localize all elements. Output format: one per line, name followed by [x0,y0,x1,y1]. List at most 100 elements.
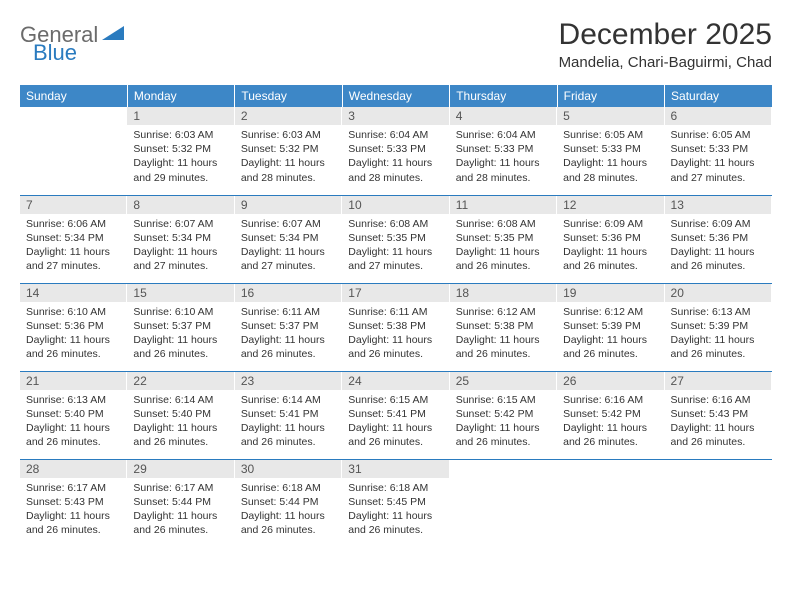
day-cell: 8Sunrise: 6:07 AMSunset: 5:34 PMDaylight… [127,195,234,283]
day-number: 13 [665,196,772,214]
day-details: Sunrise: 6:08 AMSunset: 5:35 PMDaylight:… [450,214,557,280]
day-details: Sunrise: 6:04 AMSunset: 5:33 PMDaylight:… [450,125,557,191]
day-details: Sunrise: 6:15 AMSunset: 5:42 PMDaylight:… [450,390,557,456]
day-header: Friday [557,85,664,107]
calendar-body: 1Sunrise: 6:03 AMSunset: 5:32 PMDaylight… [20,107,772,547]
day-cell: 22Sunrise: 6:14 AMSunset: 5:40 PMDayligh… [127,371,234,459]
day-details: Sunrise: 6:10 AMSunset: 5:37 PMDaylight:… [127,302,234,368]
day-number: 1 [127,107,234,125]
day-cell: 7Sunrise: 6:06 AMSunset: 5:34 PMDaylight… [20,195,127,283]
day-number: 2 [235,107,342,125]
day-cell: 30Sunrise: 6:18 AMSunset: 5:44 PMDayligh… [235,459,342,547]
calendar-table: SundayMondayTuesdayWednesdayThursdayFrid… [20,85,772,547]
day-details: Sunrise: 6:03 AMSunset: 5:32 PMDaylight:… [127,125,234,191]
day-details: Sunrise: 6:07 AMSunset: 5:34 PMDaylight:… [127,214,234,280]
day-details: Sunrise: 6:12 AMSunset: 5:39 PMDaylight:… [557,302,664,368]
day-details: Sunrise: 6:08 AMSunset: 5:35 PMDaylight:… [342,214,449,280]
logo-triangle-icon [102,24,124,47]
day-details: Sunrise: 6:12 AMSunset: 5:38 PMDaylight:… [450,302,557,368]
day-cell: 10Sunrise: 6:08 AMSunset: 5:35 PMDayligh… [342,195,449,283]
day-number: 6 [665,107,772,125]
day-cell: 1Sunrise: 6:03 AMSunset: 5:32 PMDaylight… [127,107,234,195]
day-details: Sunrise: 6:04 AMSunset: 5:33 PMDaylight:… [342,125,449,191]
day-cell [557,459,664,547]
title-block: December 2025 Mandelia, Chari-Baguirmi, … [559,18,772,71]
month-title: December 2025 [559,18,772,52]
week-row: 14Sunrise: 6:10 AMSunset: 5:36 PMDayligh… [20,283,772,371]
day-cell: 23Sunrise: 6:14 AMSunset: 5:41 PMDayligh… [235,371,342,459]
day-details: Sunrise: 6:06 AMSunset: 5:34 PMDaylight:… [20,214,127,280]
day-cell: 12Sunrise: 6:09 AMSunset: 5:36 PMDayligh… [557,195,664,283]
day-cell: 5Sunrise: 6:05 AMSunset: 5:33 PMDaylight… [557,107,664,195]
day-cell: 24Sunrise: 6:15 AMSunset: 5:41 PMDayligh… [342,371,449,459]
day-header: Sunday [20,85,127,107]
day-number: 14 [20,284,127,302]
week-row: 1Sunrise: 6:03 AMSunset: 5:32 PMDaylight… [20,107,772,195]
day-number: 22 [127,372,234,390]
day-details: Sunrise: 6:17 AMSunset: 5:43 PMDaylight:… [20,478,127,544]
day-cell [450,459,557,547]
day-number: 28 [20,460,127,478]
day-number: 23 [235,372,342,390]
day-details: Sunrise: 6:16 AMSunset: 5:43 PMDaylight:… [665,390,772,456]
day-details: Sunrise: 6:18 AMSunset: 5:44 PMDaylight:… [235,478,342,544]
day-cell: 14Sunrise: 6:10 AMSunset: 5:36 PMDayligh… [20,283,127,371]
day-details: Sunrise: 6:07 AMSunset: 5:34 PMDaylight:… [235,214,342,280]
day-header-row: SundayMondayTuesdayWednesdayThursdayFrid… [20,85,772,107]
day-details: Sunrise: 6:16 AMSunset: 5:42 PMDaylight:… [557,390,664,456]
day-cell: 11Sunrise: 6:08 AMSunset: 5:35 PMDayligh… [450,195,557,283]
day-number: 10 [342,196,449,214]
day-details: Sunrise: 6:05 AMSunset: 5:33 PMDaylight:… [665,125,772,191]
day-number: 5 [557,107,664,125]
week-row: 21Sunrise: 6:13 AMSunset: 5:40 PMDayligh… [20,371,772,459]
day-cell: 27Sunrise: 6:16 AMSunset: 5:43 PMDayligh… [665,371,772,459]
day-number: 31 [342,460,449,478]
day-details: Sunrise: 6:05 AMSunset: 5:33 PMDaylight:… [557,125,664,191]
day-cell: 17Sunrise: 6:11 AMSunset: 5:38 PMDayligh… [342,283,449,371]
day-details: Sunrise: 6:14 AMSunset: 5:40 PMDaylight:… [127,390,234,456]
day-details: Sunrise: 6:13 AMSunset: 5:39 PMDaylight:… [665,302,772,368]
day-number: 12 [557,196,664,214]
day-number: 21 [20,372,127,390]
day-cell: 19Sunrise: 6:12 AMSunset: 5:39 PMDayligh… [557,283,664,371]
day-details: Sunrise: 6:14 AMSunset: 5:41 PMDaylight:… [235,390,342,456]
week-row: 28Sunrise: 6:17 AMSunset: 5:43 PMDayligh… [20,459,772,547]
day-details: Sunrise: 6:11 AMSunset: 5:38 PMDaylight:… [342,302,449,368]
day-cell: 26Sunrise: 6:16 AMSunset: 5:42 PMDayligh… [557,371,664,459]
day-header: Tuesday [235,85,342,107]
day-details: Sunrise: 6:11 AMSunset: 5:37 PMDaylight:… [235,302,342,368]
day-number: 8 [127,196,234,214]
day-cell: 16Sunrise: 6:11 AMSunset: 5:37 PMDayligh… [235,283,342,371]
day-cell: 18Sunrise: 6:12 AMSunset: 5:38 PMDayligh… [450,283,557,371]
day-number: 30 [235,460,342,478]
day-details: Sunrise: 6:13 AMSunset: 5:40 PMDaylight:… [20,390,127,456]
day-cell: 25Sunrise: 6:15 AMSunset: 5:42 PMDayligh… [450,371,557,459]
day-header: Thursday [450,85,557,107]
logo-sub: Blue [33,40,77,66]
day-cell: 15Sunrise: 6:10 AMSunset: 5:37 PMDayligh… [127,283,234,371]
logo-text-2: Blue [33,40,77,65]
day-cell: 29Sunrise: 6:17 AMSunset: 5:44 PMDayligh… [127,459,234,547]
day-number: 27 [665,372,772,390]
day-number: 19 [557,284,664,302]
day-cell: 28Sunrise: 6:17 AMSunset: 5:43 PMDayligh… [20,459,127,547]
day-cell: 6Sunrise: 6:05 AMSunset: 5:33 PMDaylight… [665,107,772,195]
day-header: Monday [127,85,234,107]
day-number: 25 [450,372,557,390]
day-number: 7 [20,196,127,214]
day-header: Wednesday [342,85,449,107]
day-cell: 3Sunrise: 6:04 AMSunset: 5:33 PMDaylight… [342,107,449,195]
day-cell: 31Sunrise: 6:18 AMSunset: 5:45 PMDayligh… [342,459,449,547]
day-cell: 4Sunrise: 6:04 AMSunset: 5:33 PMDaylight… [450,107,557,195]
day-number: 11 [450,196,557,214]
day-details: Sunrise: 6:09 AMSunset: 5:36 PMDaylight:… [665,214,772,280]
day-number: 9 [235,196,342,214]
day-number: 15 [127,284,234,302]
day-number: 16 [235,284,342,302]
day-details: Sunrise: 6:15 AMSunset: 5:41 PMDaylight:… [342,390,449,456]
day-details: Sunrise: 6:18 AMSunset: 5:45 PMDaylight:… [342,478,449,544]
day-header: Saturday [665,85,772,107]
week-row: 7Sunrise: 6:06 AMSunset: 5:34 PMDaylight… [20,195,772,283]
day-number: 26 [557,372,664,390]
day-number: 29 [127,460,234,478]
